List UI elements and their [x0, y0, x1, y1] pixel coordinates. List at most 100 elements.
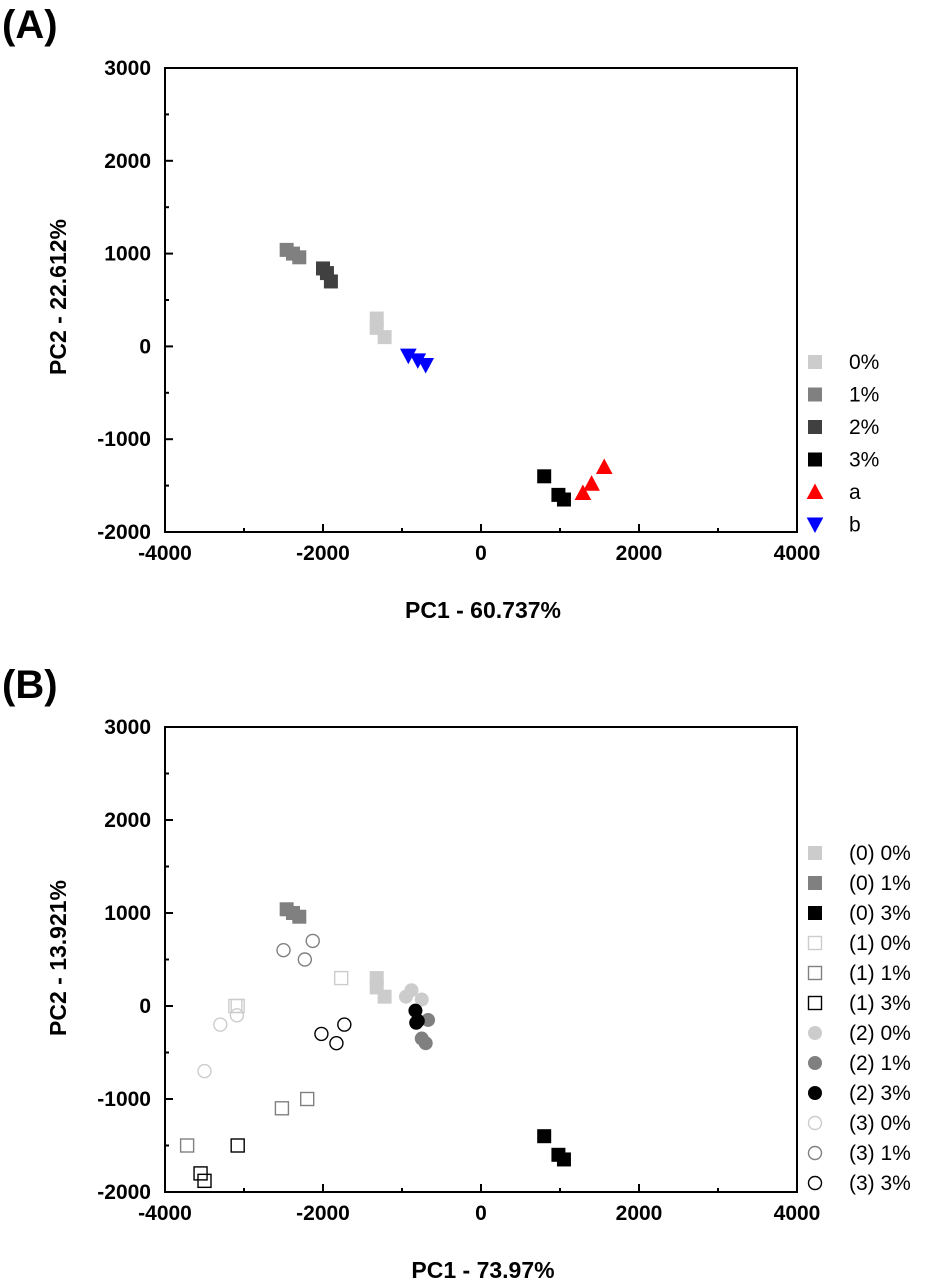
x-tick-label: 4000: [774, 1202, 821, 1225]
x-tick-label: 2000: [616, 542, 663, 565]
panel-a-points: [279, 242, 613, 507]
legend-label: (0) 0%: [849, 842, 911, 865]
legend-label: b: [849, 514, 861, 537]
legend-marker: [808, 1056, 822, 1070]
data-point: [595, 458, 613, 475]
y-tick-label: 2000: [104, 150, 151, 173]
panel-a-ticks: [164, 67, 798, 533]
panel-a-tick-labels: -4000 -2000 0 2000 4000-2000-100001000200030…: [97, 57, 820, 565]
data-point: [292, 909, 307, 924]
legend-label: (2) 0%: [849, 1022, 911, 1045]
data-point: [197, 1173, 212, 1189]
legend-marker: [808, 1026, 822, 1040]
data-point: [300, 1091, 315, 1107]
panel-b-x-axis-title: PC1 - 73.97%: [411, 1257, 554, 1283]
legend-label: (0) 1%: [849, 872, 911, 895]
data-point: [213, 1017, 228, 1032]
legend-marker: [807, 965, 823, 981]
legend-marker: [808, 1086, 822, 1100]
data-point: [417, 357, 435, 374]
legend-marker: [808, 420, 822, 434]
legend-marker: [808, 452, 822, 467]
x-tick-label: -4000: [138, 1202, 192, 1225]
legend-marker: [808, 355, 822, 369]
legend-marker: [806, 517, 824, 534]
legend-label: (3) 0%: [849, 1112, 911, 1135]
legend-marker: [807, 935, 823, 951]
legend-marker: [808, 876, 822, 890]
data-point: [179, 1138, 195, 1153]
data-point: [556, 492, 571, 507]
x-tick-label: 0: [475, 1202, 487, 1225]
y-tick-label: 0: [139, 995, 151, 1018]
y-tick-label: 0: [139, 335, 151, 358]
legend-label: 1%: [849, 384, 879, 407]
panel-b-ticks: [164, 726, 798, 1193]
legend-marker: [807, 995, 823, 1011]
data-point: [377, 330, 392, 345]
data-point: [292, 250, 307, 265]
legend-marker: [807, 1115, 823, 1131]
panel-b-points: [179, 902, 571, 1189]
legend-label: (2) 3%: [849, 1082, 911, 1105]
legend-label: 3%: [849, 449, 879, 472]
legend-marker: [806, 483, 824, 499]
legend-marker: [808, 846, 822, 860]
panel-b: (B) -4000 -2000 0 2000 4000-2000-10000100020…: [2, 663, 911, 1283]
x-tick-label: -2000: [296, 542, 350, 565]
legend-marker: [807, 1175, 823, 1191]
panel-a-y-axis-title: PC2 - 22.612%: [45, 219, 71, 375]
data-point: [583, 475, 600, 491]
data-point: [537, 1129, 552, 1144]
x-tick-label: 0: [475, 542, 487, 565]
data-point: [229, 1008, 245, 1023]
x-tick-label: 2000: [616, 1202, 663, 1225]
y-tick-label: 2000: [104, 809, 151, 832]
legend-marker: [808, 387, 822, 402]
data-point: [404, 983, 419, 998]
panel-b-y-axis-title: PC2 - 13.921%: [45, 880, 71, 1036]
data-point: [556, 1152, 571, 1167]
panel-a-legend: 0% 1% 2% 3% ab: [806, 351, 879, 537]
legend-label: a: [849, 481, 861, 504]
data-point: [305, 933, 320, 949]
y-tick-label: -1000: [97, 1088, 151, 1111]
data-point: [574, 484, 592, 501]
panel-a-x-axis-title: PC1 - 60.737%: [405, 597, 561, 623]
legend-label: (3) 1%: [849, 1142, 911, 1165]
legend-label: (3) 3%: [849, 1172, 911, 1195]
data-point: [418, 1036, 433, 1051]
panel-a-label: (A): [2, 3, 58, 47]
panel-a-plot-frame: [164, 67, 798, 533]
legend-label: (0) 3%: [849, 902, 911, 925]
x-tick-label: 4000: [774, 542, 821, 565]
data-point: [297, 952, 313, 967]
y-tick-label: 3000: [104, 716, 151, 739]
legend-marker: [807, 1145, 823, 1161]
y-tick-label: 1000: [104, 902, 151, 925]
data-point: [228, 998, 243, 1014]
panel-b-tick-labels: -4000 -2000 0 2000 4000-2000-100001000200030…: [97, 716, 820, 1225]
data-point: [197, 1063, 212, 1079]
y-tick-label: -2000: [97, 1181, 151, 1204]
y-tick-label: -2000: [97, 521, 151, 544]
legend-label: (1) 3%: [849, 992, 911, 1015]
data-point: [230, 1138, 245, 1153]
data-point: [537, 469, 552, 484]
panel-b-label: (B): [2, 663, 58, 707]
panel-a: (A) -4000 -2000 0 2000 4000-2000-10000100020…: [2, 3, 879, 623]
panel-b-legend: (0) 0% (0) 1% (0) 3% (1) 0% (1) 1% (1) 3% (2) …: [807, 842, 911, 1195]
x-tick-label: -2000: [296, 1202, 350, 1225]
data-point: [276, 943, 291, 958]
x-tick-label: -4000: [138, 542, 192, 565]
data-point: [314, 1026, 329, 1042]
data-point: [414, 992, 429, 1007]
panel-b-plot-frame: [164, 726, 798, 1193]
y-tick-label: 1000: [104, 243, 151, 266]
legend-label: (1) 0%: [849, 932, 911, 955]
data-point: [337, 1017, 352, 1032]
y-tick-label: 3000: [104, 57, 151, 80]
data-point: [410, 1013, 425, 1028]
data-point: [193, 1166, 208, 1181]
y-tick-label: -1000: [97, 428, 151, 451]
